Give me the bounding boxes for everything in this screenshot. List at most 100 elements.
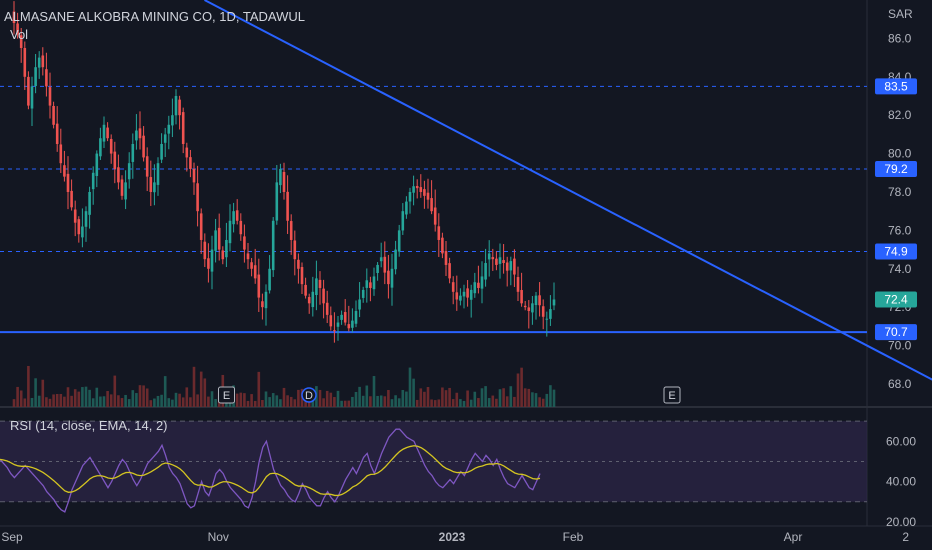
candle-body — [178, 99, 181, 116]
volume-bar — [455, 392, 459, 407]
price-tag-label: 83.5 — [884, 79, 908, 93]
volume-bar — [279, 399, 282, 407]
volume-bar — [131, 390, 135, 407]
trendline-layer[interactable] — [204, 0, 932, 381]
volume-bar — [12, 399, 16, 407]
volume-bar — [16, 386, 19, 407]
candle-body — [153, 182, 156, 193]
volume-bar — [210, 391, 214, 407]
price-tick-label: 80.0 — [888, 147, 912, 161]
candle-body — [423, 189, 426, 196]
candle-body — [455, 292, 459, 300]
volume-bar — [271, 393, 275, 407]
rsi-axis[interactable]: 20.00 40.00 60.00 — [886, 434, 916, 529]
candle-body — [462, 291, 466, 297]
volume-bar — [253, 400, 257, 407]
candle-body — [491, 257, 495, 260]
event-label: D — [305, 390, 313, 402]
candle-body — [243, 236, 246, 250]
candle-body — [412, 186, 415, 193]
candle-body — [300, 267, 304, 285]
volume-bar — [127, 399, 131, 407]
volume-bar — [145, 388, 149, 407]
candle-body — [45, 69, 48, 87]
time-tick-label: Sep — [1, 530, 23, 544]
volume-bar — [531, 392, 534, 407]
volume-bar — [189, 397, 192, 407]
volume-bar — [34, 378, 37, 407]
chart-title: ALMASANE ALKOBRA MINING CO, 1D, TADAWUL — [4, 9, 305, 24]
volume-bar — [149, 400, 153, 407]
candle-body — [171, 115, 174, 126]
volume-bar — [257, 371, 261, 407]
price-tag-label: 70.7 — [884, 325, 908, 339]
volume-bar — [333, 397, 336, 407]
candle-body — [235, 210, 239, 221]
candle-body — [351, 320, 354, 328]
volume-bar — [99, 396, 102, 407]
volume-bar — [469, 399, 473, 407]
candle-body — [433, 207, 437, 225]
candle-body — [383, 256, 387, 273]
candle-body — [77, 219, 81, 235]
volume-bar — [408, 367, 412, 407]
price-axis[interactable]: 68.070.072.074.076.078.080.082.084.086.0 — [888, 31, 912, 391]
candle-body — [369, 282, 372, 288]
volume-bar — [487, 398, 491, 407]
volume-bar — [88, 389, 91, 407]
price-tick-label: 74.0 — [888, 262, 912, 276]
candle-body — [304, 284, 307, 296]
candle-body — [498, 257, 502, 264]
event-label: E — [668, 390, 675, 402]
candle-body — [221, 250, 225, 260]
dividend-marker — [301, 387, 317, 403]
candle-body — [376, 264, 379, 273]
candle-body — [23, 48, 27, 77]
volume-bar — [117, 395, 120, 407]
volume-bar — [509, 386, 513, 407]
candle-body — [232, 211, 235, 225]
volume-bar — [419, 388, 423, 407]
volume-bar — [390, 399, 394, 407]
candle-body — [469, 289, 473, 300]
candle-body — [408, 191, 412, 202]
volume-bar — [261, 399, 264, 407]
volume-bar — [387, 390, 390, 407]
price-tick-label: 70.0 — [888, 339, 912, 353]
volume-bar — [369, 396, 372, 407]
volume-bar — [275, 395, 279, 407]
volume-layer — [12, 365, 556, 407]
candle-body — [354, 311, 358, 324]
candle-body — [333, 330, 336, 332]
candle-body — [225, 239, 228, 258]
volume-bar — [48, 398, 52, 407]
volume-bar — [109, 394, 113, 407]
event-label: E — [223, 390, 230, 402]
volume-bar — [527, 388, 531, 407]
time-axis[interactable]: SepNov2023FebApr2Jun — [1, 530, 932, 544]
candle-body — [358, 299, 361, 310]
volume-label: Vol — [10, 27, 28, 42]
volume-bar — [549, 385, 552, 407]
volume-bar — [37, 395, 41, 407]
volume-bar — [120, 398, 124, 407]
volume-bar — [293, 399, 297, 407]
rsi-tick-label: 60.00 — [886, 434, 916, 448]
candle-body — [41, 55, 45, 68]
volume-bar — [160, 394, 163, 407]
candle-body — [448, 263, 451, 279]
volume-bar — [552, 389, 556, 407]
volume-bar — [433, 400, 437, 407]
candle-body — [275, 182, 279, 221]
volume-bar — [351, 396, 354, 407]
rsi-band-layer — [0, 420, 867, 503]
volume-bar — [376, 395, 379, 407]
candle-body — [297, 259, 300, 269]
candle-body — [127, 163, 131, 180]
rsi-tick-label: 40.00 — [886, 475, 916, 489]
candle-body — [430, 198, 433, 212]
volume-bar — [239, 392, 243, 407]
